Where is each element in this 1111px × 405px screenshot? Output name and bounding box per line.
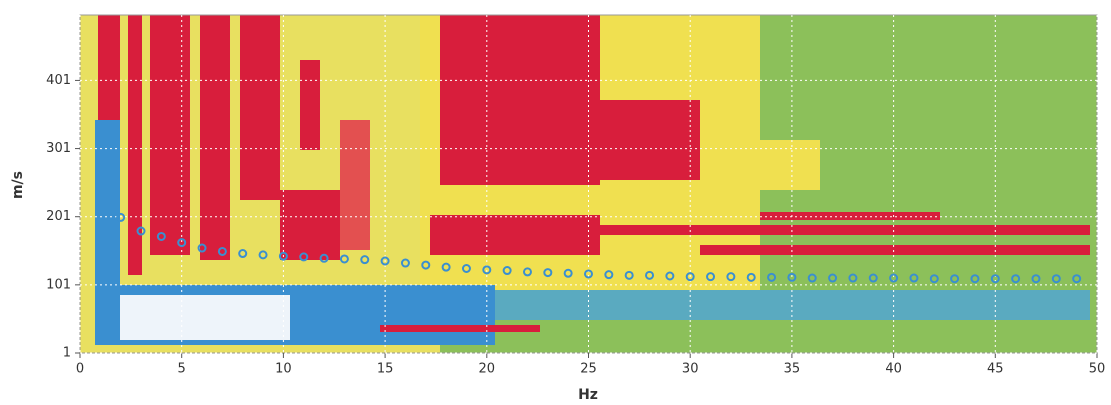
- pick-point: [156, 231, 166, 241]
- x-tick-label: 25: [580, 362, 597, 377]
- heat-patch: [340, 120, 370, 250]
- heat-patch: [440, 15, 600, 185]
- x-tick-label: 35: [784, 362, 801, 377]
- pick-point: [197, 243, 207, 253]
- y-tick-label: 101: [46, 277, 71, 292]
- pick-point: [828, 273, 838, 283]
- heat-patch: [760, 140, 820, 190]
- pick-point: [461, 264, 471, 273]
- pick-point: [868, 273, 878, 283]
- pick-point: [299, 252, 309, 262]
- pick-point: [645, 270, 655, 280]
- heat-patch: [150, 15, 190, 255]
- pick-point: [767, 272, 777, 282]
- x-tick-label: 40: [885, 362, 902, 377]
- pick-point: [909, 273, 919, 283]
- y-tick-label: 301: [46, 141, 71, 156]
- heat-patch: [600, 100, 700, 180]
- pick-point: [136, 226, 146, 236]
- pick-point: [278, 251, 288, 261]
- pick-point: [848, 273, 858, 283]
- x-tick-label: 15: [377, 362, 394, 377]
- pick-point: [380, 256, 390, 266]
- pick-point: [1031, 274, 1041, 284]
- pick-point: [339, 254, 349, 264]
- heat-patch: [128, 15, 142, 275]
- pick-point: [258, 250, 268, 260]
- pick-point: [950, 274, 960, 284]
- pick-point: [990, 274, 1000, 284]
- pick-point: [1051, 274, 1061, 284]
- pick-point: [563, 268, 573, 278]
- x-tick-label: 10: [275, 362, 292, 377]
- pick-point: [929, 274, 939, 284]
- pick-point: [543, 268, 553, 278]
- pick-point: [400, 258, 410, 268]
- pick-point: [522, 267, 532, 277]
- heat-patch: [760, 212, 940, 220]
- heat-patch: [430, 215, 600, 255]
- pick-point: [889, 273, 899, 283]
- pick-point: [706, 272, 716, 282]
- pick-point: [502, 266, 512, 276]
- y-tick-label: 1: [63, 346, 71, 361]
- x-tick-label: 20: [479, 362, 496, 377]
- x-tick-label: 45: [987, 362, 1004, 377]
- heat-patch: [280, 190, 340, 260]
- pick-point: [360, 255, 370, 265]
- pick-point: [624, 270, 634, 280]
- pick-point: [665, 271, 675, 281]
- pick-point: [482, 265, 492, 275]
- x-tick-label: 0: [76, 362, 84, 377]
- heat-patch: [200, 15, 230, 260]
- x-tick-label: 5: [178, 362, 186, 377]
- y-axis-title: m/s: [10, 171, 26, 199]
- heat-patch: [95, 120, 120, 320]
- pick-point: [746, 272, 756, 282]
- x-tick-label: 30: [682, 362, 699, 377]
- y-tick-label: 201: [46, 209, 71, 224]
- heat-patch: [380, 325, 540, 332]
- pick-point: [726, 272, 736, 282]
- pick-point: [604, 270, 614, 280]
- pick-point: [584, 269, 593, 279]
- pick-point: [238, 249, 248, 259]
- pick-point: [807, 273, 817, 283]
- pick-point: [685, 272, 695, 282]
- heat-patch: [600, 225, 1090, 235]
- pick-point: [177, 238, 187, 248]
- heat-patch: [240, 15, 280, 200]
- x-axis-title: Hz: [578, 387, 598, 403]
- heat-patch: [700, 245, 1090, 255]
- pick-point: [319, 253, 329, 263]
- pick-point: [116, 212, 126, 222]
- pick-point: [1011, 274, 1021, 284]
- x-tick-label: 50: [1089, 362, 1106, 377]
- heat-patch: [495, 290, 1090, 320]
- pick-point: [217, 246, 227, 256]
- pick-point: [970, 274, 980, 284]
- pick-point: [1072, 274, 1082, 284]
- pick-point: [421, 260, 431, 270]
- heat-patch: [300, 60, 320, 150]
- pick-point: [787, 272, 797, 282]
- heat-patch: [120, 295, 290, 340]
- y-tick-label: 401: [46, 73, 71, 88]
- pick-point: [441, 262, 451, 272]
